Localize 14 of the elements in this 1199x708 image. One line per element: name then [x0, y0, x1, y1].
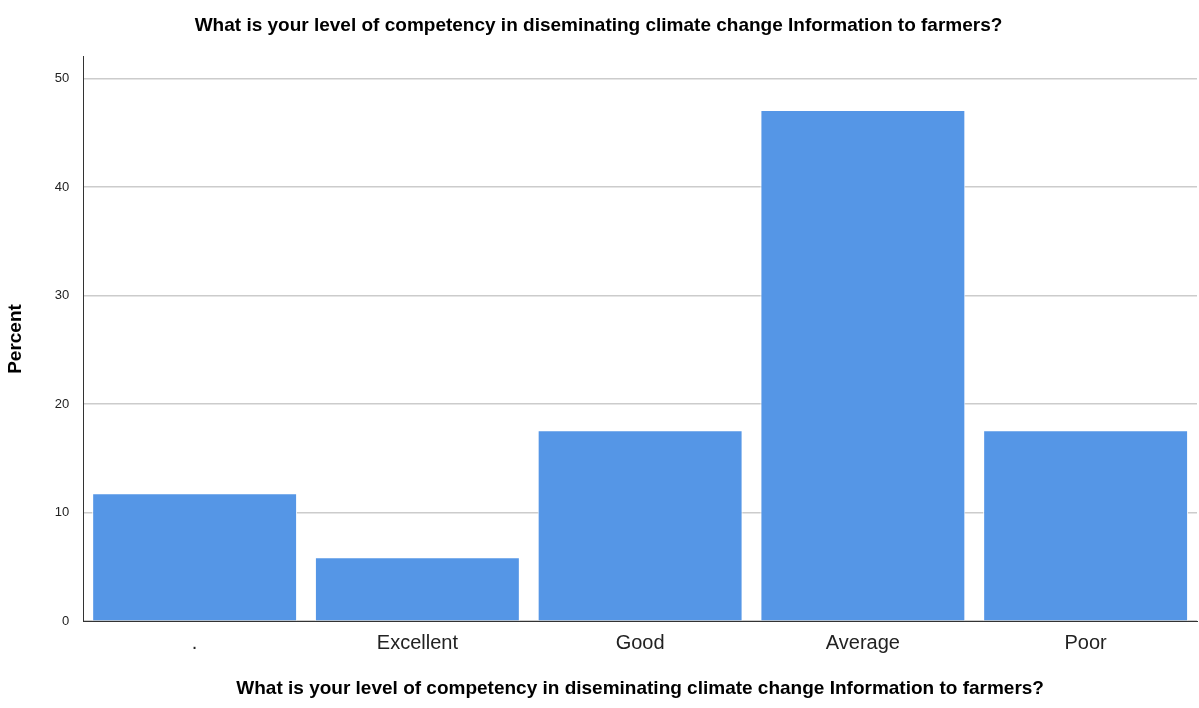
- chart-title: What is your level of competency in diseminating climate change Information to farmers?: [194, 13, 1003, 35]
- x-tick-label: Good: [615, 630, 665, 653]
- x-tick-label: Poor: [1064, 630, 1108, 653]
- y-tick-label: 20: [54, 395, 70, 411]
- y-tick-label: 50: [54, 70, 70, 86]
- y-tick-label: 30: [54, 287, 70, 303]
- y-tick-label: 0: [62, 612, 70, 628]
- x-tick-label: .: [191, 630, 198, 653]
- x-tick-label: Average: [825, 630, 900, 653]
- y-tick-label: 10: [54, 504, 70, 520]
- x-tick-label: Excellent: [376, 630, 459, 653]
- y-tick-label: 40: [54, 178, 70, 194]
- y-axis-title: Percent: [3, 303, 25, 374]
- x-axis-title: What is your level of competency in diseminating climate change Information to farmers?: [236, 676, 1044, 698]
